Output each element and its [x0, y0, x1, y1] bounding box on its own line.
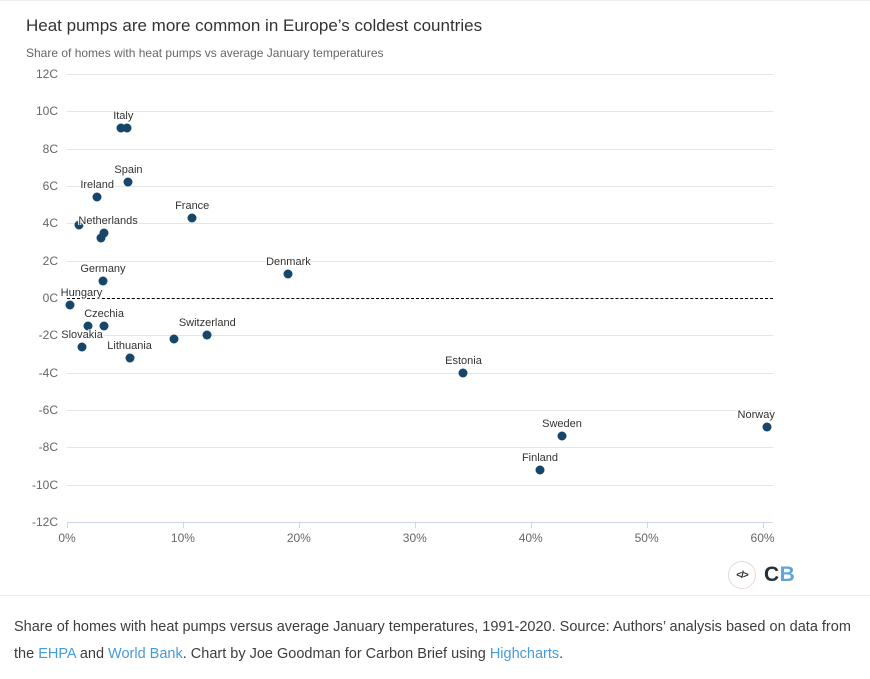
- data-point-france[interactable]: [187, 213, 197, 223]
- data-point-label: Sweden: [542, 418, 582, 431]
- gridline: [67, 260, 773, 262]
- caption-link[interactable]: EHPA: [38, 645, 76, 662]
- data-point[interactable]: [96, 233, 106, 243]
- x-axis-tick-label: 50%: [634, 531, 659, 545]
- data-point-germany[interactable]: [98, 276, 108, 286]
- data-point-label: Italy: [113, 110, 134, 123]
- x-axis-tick-label: 20%: [286, 531, 311, 545]
- gridline: [67, 148, 773, 150]
- data-point-label: Finland: [521, 451, 559, 464]
- y-axis-tick-label: -8C: [38, 440, 58, 455]
- data-point-label: Slovakia: [61, 328, 103, 341]
- y-axis-tick-label: -12C: [31, 515, 58, 529]
- data-point[interactable]: [169, 334, 179, 344]
- footer-divider: [0, 595, 870, 596]
- x-axis-tick: [298, 522, 300, 528]
- gridline: [67, 223, 773, 225]
- zero-gridline: [67, 298, 773, 299]
- data-point-denmark[interactable]: [283, 269, 293, 279]
- x-axis-tick-label: 30%: [402, 531, 427, 545]
- gridline: [67, 447, 773, 449]
- chart-caption: Share of homes with heat pumps versus av…: [14, 614, 859, 668]
- caption-text: and: [75, 645, 109, 662]
- chart-title: Heat pumps are more common in Europe’s c…: [26, 16, 483, 35]
- y-axis-tick-label: -6C: [38, 403, 58, 417]
- data-point-label: Germany: [80, 263, 126, 276]
- caption-link[interactable]: Highcharts: [489, 645, 560, 662]
- data-point-label: Spain: [114, 164, 143, 177]
- y-axis-tick-label: 12C: [35, 67, 58, 81]
- y-axis-tick-label: 10C: [35, 104, 58, 119]
- y-axis-tick-label: -10C: [31, 477, 58, 492]
- data-point[interactable]: [116, 123, 126, 133]
- carbon-brief-logo: CB: [764, 563, 795, 587]
- x-axis-tick: [414, 522, 416, 528]
- data-point-label: Ireland: [80, 179, 114, 192]
- y-axis-tick-label: -2C: [38, 328, 58, 343]
- data-point-hungary[interactable]: [65, 300, 75, 310]
- data-point-sweden[interactable]: [557, 431, 567, 441]
- x-axis-tick-label: 40%: [518, 531, 543, 545]
- caption-text: .: [559, 645, 564, 662]
- x-axis-tick-label: 10%: [170, 531, 195, 545]
- data-point-label: France: [175, 199, 210, 212]
- data-point-label: Denmark: [266, 255, 311, 268]
- gridline: [67, 186, 773, 187]
- y-axis-tick-label: 2C: [42, 253, 58, 268]
- x-axis-tick: [530, 522, 532, 528]
- logo-letter-b: B: [779, 563, 796, 586]
- code-icon-glyph: </>: [736, 569, 749, 581]
- caption-link[interactable]: World Bank: [108, 645, 183, 662]
- data-point-estonia[interactable]: [458, 368, 468, 378]
- y-axis-tick-label: 8C: [42, 141, 58, 156]
- data-point-label: Netherlands: [78, 214, 138, 227]
- caption-text: Share of homes with heat pumps versus av…: [14, 619, 851, 662]
- data-point-spain[interactable]: [123, 177, 133, 187]
- x-axis-tick-label: 60%: [750, 531, 775, 545]
- gridline: [67, 484, 773, 486]
- gridline: [67, 372, 773, 374]
- y-axis-tick-label: 6C: [42, 179, 58, 193]
- data-point-label: Lithuania: [107, 339, 152, 352]
- data-point-finland[interactable]: [535, 465, 545, 475]
- data-point-czechia[interactable]: [99, 321, 109, 331]
- gridline: [67, 335, 773, 337]
- data-point-label: Czechia: [84, 308, 124, 320]
- code-icon: </>: [728, 561, 756, 589]
- gridline: [67, 111, 773, 113]
- data-point-label: Estonia: [445, 354, 482, 367]
- logo-letter-c: C: [764, 563, 780, 586]
- data-point-label: Norway: [737, 408, 775, 421]
- data-point-switzerland[interactable]: [202, 330, 212, 340]
- x-axis-tick: [762, 522, 764, 528]
- data-point-italy[interactable]: [122, 123, 132, 133]
- carbon-brief-branding: </> CB: [728, 561, 795, 589]
- data-point-ireland[interactable]: [92, 192, 102, 202]
- x-axis-tick: [67, 522, 68, 528]
- plot-area: 12C 10C 8C 6C 4C 2C 0C -2C -4C -6C -8C -10C -12C 0% 10…: [32, 67, 775, 545]
- gridline: [67, 74, 773, 75]
- data-point-norway[interactable]: [762, 422, 772, 432]
- data-point-lithuania[interactable]: [125, 353, 135, 363]
- data-point[interactable]: [74, 220, 84, 230]
- y-axis-tick-label: 0C: [42, 291, 58, 305]
- data-point[interactable]: [83, 321, 93, 331]
- y-axis-tick-label: -4C: [38, 365, 58, 380]
- x-axis-tick: [182, 522, 184, 528]
- y-axis-tick-label: 4C: [42, 216, 58, 231]
- chart-subtitle: Share of homes with heat pumps vs averag…: [26, 46, 384, 60]
- gridline: [67, 410, 773, 411]
- caption-text: . Chart by Joe Goodman for Carbon Brief …: [182, 645, 490, 662]
- data-point-label: Hungary: [60, 287, 103, 300]
- x-axis-tick: [646, 522, 648, 528]
- data-point-netherlands[interactable]: [99, 228, 109, 238]
- x-axis-tick-label: 0%: [58, 531, 76, 545]
- data-point-slovakia[interactable]: [77, 342, 87, 352]
- data-point-label: Switzerland: [178, 317, 236, 330]
